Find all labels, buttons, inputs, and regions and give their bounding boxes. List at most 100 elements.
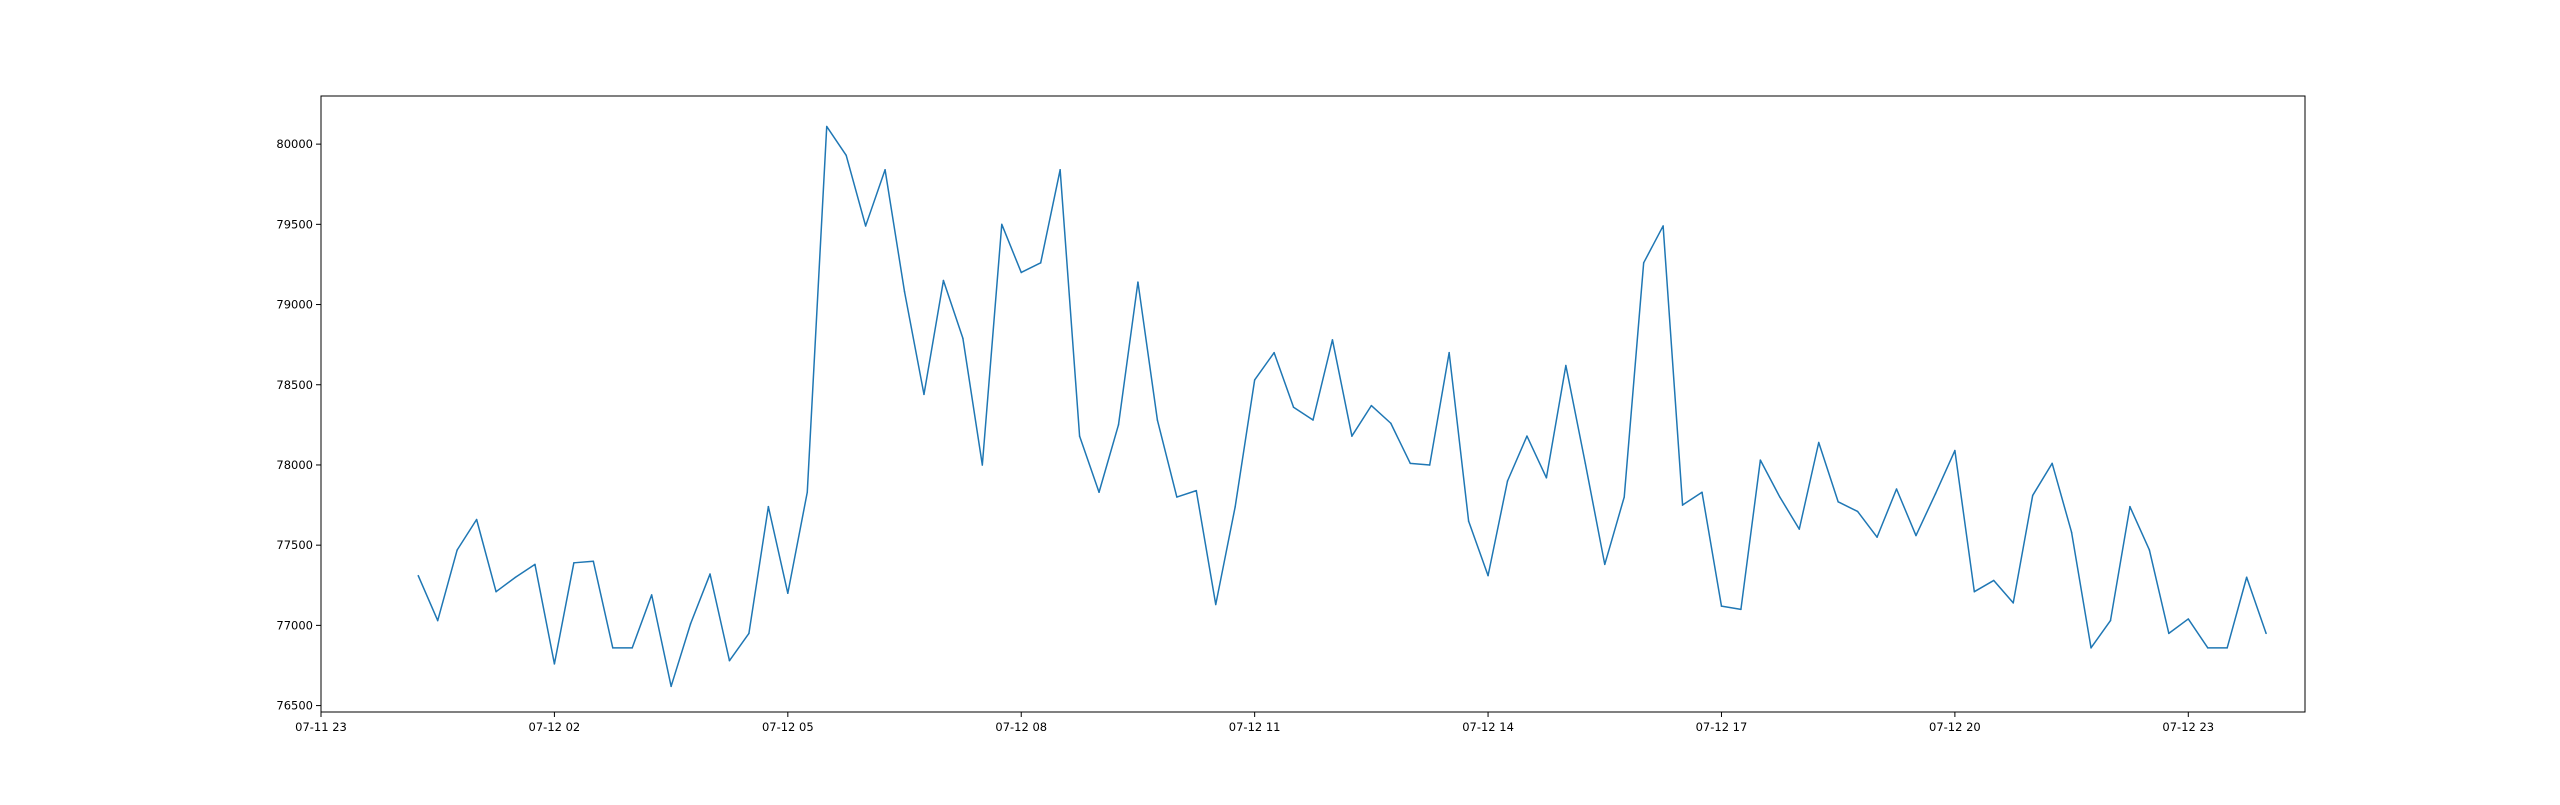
- data-point: [2051, 462, 2053, 465]
- y-tick-label: 77000: [276, 618, 313, 632]
- data-point: [806, 491, 809, 493]
- data-point: [1176, 496, 1178, 498]
- data-point: [1195, 489, 1198, 492]
- data-point: [1078, 435, 1081, 437]
- data-point: [1876, 536, 1878, 538]
- data-point: [1214, 603, 1217, 606]
- data-point: [981, 464, 984, 466]
- y-tick-label: 79000: [276, 298, 313, 312]
- data-point: [612, 647, 614, 649]
- data-point: [1526, 435, 1528, 437]
- data-point: [670, 685, 672, 688]
- data-point: [825, 125, 828, 128]
- data-point: [1020, 271, 1022, 274]
- data-point: [1545, 477, 1548, 479]
- data-point: [962, 337, 964, 339]
- data-point: [689, 623, 692, 625]
- data-point: [1390, 422, 1392, 424]
- data-point: [475, 518, 478, 521]
- x-tick-label: 07-11 23: [295, 720, 347, 734]
- data-point: [2090, 647, 2092, 649]
- data-point: [903, 290, 906, 293]
- data-point: [1973, 590, 1976, 593]
- data-point: [884, 169, 886, 171]
- data-point: [1487, 574, 1489, 577]
- plot-frame: [320, 95, 2306, 713]
- data-point: [1467, 520, 1470, 522]
- data-point: [748, 632, 750, 635]
- data-point: [2148, 549, 2151, 551]
- data-point: [1779, 496, 1781, 498]
- data-point: [1428, 464, 1431, 466]
- data-point: [1701, 491, 1703, 493]
- data-point: [2206, 647, 2209, 649]
- data-point: [1681, 504, 1684, 506]
- x-tick-label: 07-12 02: [529, 720, 581, 734]
- data-point: [1837, 501, 1839, 503]
- data-point: [1292, 406, 1295, 408]
- data-point: [1759, 459, 1762, 461]
- data-point: [1001, 223, 1003, 226]
- data-point: [1662, 225, 1664, 227]
- data-point: [1856, 510, 1859, 513]
- data-point: [1117, 424, 1120, 426]
- data-point: [1642, 262, 1645, 264]
- series-points: [417, 125, 2267, 688]
- data-point: [1156, 419, 1159, 421]
- data-point: [1331, 339, 1334, 341]
- x-tick-label: 07-12 17: [1696, 720, 1748, 734]
- data-point: [942, 279, 945, 282]
- data-point: [1370, 404, 1373, 407]
- data-point: [787, 592, 789, 595]
- y-tick-label: 80000: [276, 137, 313, 151]
- data-point: [2129, 505, 2131, 508]
- data-point: [1798, 528, 1801, 530]
- data-point: [2265, 632, 2267, 635]
- data-point: [1895, 488, 1898, 490]
- data-point: [2245, 576, 2248, 578]
- data-point: [2168, 632, 2170, 635]
- x-tick-label: 07-12 23: [2162, 720, 2214, 734]
- y-tick-label: 76500: [276, 699, 313, 713]
- data-point: [1409, 462, 1412, 465]
- data-point: [864, 225, 867, 227]
- data-point: [1565, 364, 1567, 367]
- data-point: [1506, 480, 1509, 482]
- series-line: [417, 125, 2267, 688]
- data-point: [845, 154, 847, 157]
- data-point: [1993, 579, 1995, 582]
- data-point: [1312, 419, 1314, 421]
- data-point: [767, 505, 770, 508]
- data-point: [923, 393, 925, 396]
- x-tick-label: 07-12 20: [1929, 720, 1981, 734]
- data-point: [1954, 449, 1956, 452]
- data-point: [1817, 441, 1820, 444]
- data-point: [456, 549, 458, 551]
- x-tick-label: 07-12 05: [762, 720, 814, 734]
- data-point: [553, 663, 556, 665]
- x-axis: 07-11 23 07-12 02 07-12 05 07-12 08 07-12 11…: [295, 712, 2214, 734]
- x-tick-label: 07-12 11: [1229, 720, 1281, 734]
- data-point: [2031, 494, 2034, 497]
- data-point: [1623, 496, 1625, 498]
- y-tick-label: 79500: [276, 217, 313, 231]
- data-point: [1584, 462, 1587, 465]
- data-point: [495, 590, 497, 593]
- y-tick-label: 78000: [276, 458, 313, 472]
- data-point: [1448, 351, 1450, 354]
- y-axis: 76500 77000 77500 78000 78500 79000 79500 80000: [276, 137, 321, 713]
- data-point: [573, 562, 575, 564]
- data-point: [2187, 618, 2190, 620]
- data-point: [514, 576, 517, 578]
- data-point: [1039, 262, 1042, 264]
- data-point: [1915, 534, 1917, 537]
- data-point: [728, 659, 731, 662]
- data-point: [592, 560, 595, 562]
- data-point: [1253, 379, 1256, 381]
- data-point: [534, 563, 536, 566]
- data-point: [2109, 619, 2112, 622]
- data-point: [1059, 169, 1061, 171]
- data-point: [1234, 505, 1236, 508]
